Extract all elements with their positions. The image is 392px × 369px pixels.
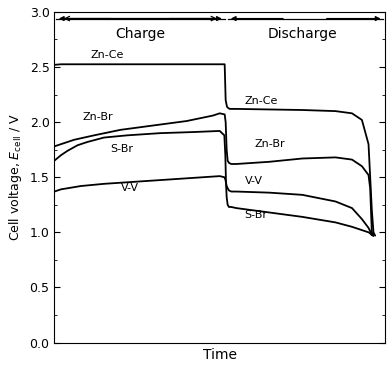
Text: Zn-Ce: Zn-Ce bbox=[245, 96, 278, 106]
Text: Zn-Ce: Zn-Ce bbox=[91, 50, 124, 60]
Text: Discharge: Discharge bbox=[268, 27, 337, 41]
Text: S-Br: S-Br bbox=[245, 210, 267, 220]
Y-axis label: Cell voltage, $E_\mathrm{cell}$ / V: Cell voltage, $E_\mathrm{cell}$ / V bbox=[7, 113, 24, 241]
Text: V-V: V-V bbox=[120, 183, 138, 193]
Text: S-Br: S-Br bbox=[111, 144, 134, 154]
Text: Charge: Charge bbox=[115, 27, 165, 41]
Text: Zn-Br: Zn-Br bbox=[82, 111, 113, 122]
Text: V-V: V-V bbox=[245, 176, 263, 186]
X-axis label: Time: Time bbox=[203, 348, 237, 362]
Text: Zn-Br: Zn-Br bbox=[254, 139, 285, 149]
